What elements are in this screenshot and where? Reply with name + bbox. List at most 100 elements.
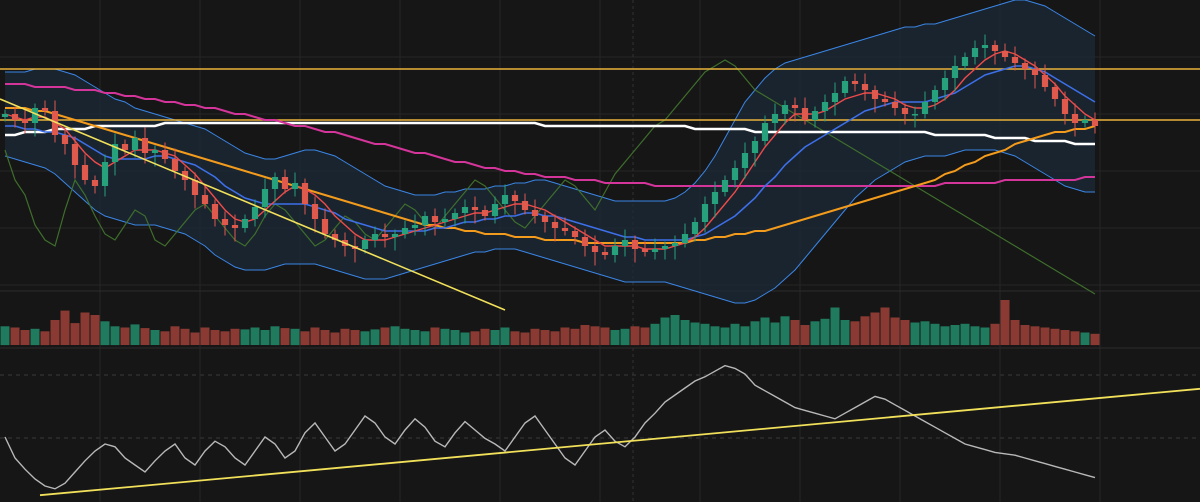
volume-bar [920, 321, 930, 346]
volume-bar [160, 331, 170, 346]
bullish-candle [291, 183, 299, 189]
volume-bar [490, 330, 500, 345]
volume-bar [660, 317, 670, 345]
bearish-candle [1061, 99, 1069, 114]
volume-bar [910, 322, 920, 345]
bearish-candle [51, 111, 59, 135]
volume-bar [80, 312, 90, 345]
bullish-candle [621, 240, 629, 246]
bullish-candle [711, 192, 719, 204]
bullish-candle [741, 153, 749, 168]
bullish-candle [781, 105, 789, 114]
descending-trendline [0, 98, 506, 311]
bullish-candle [721, 180, 729, 192]
bearish-candle [471, 207, 479, 210]
bearish-candle [91, 180, 99, 186]
volume-bar [810, 321, 820, 346]
volume-bar [650, 323, 660, 346]
volume-bar [1010, 320, 1020, 345]
volume-bar [400, 328, 410, 346]
bearish-candle [801, 108, 809, 120]
bullish-candle [841, 81, 849, 93]
volume-bar [740, 326, 750, 346]
volume-bar [360, 331, 370, 346]
bearish-candle [791, 105, 799, 108]
volume-bar [20, 330, 30, 345]
blue-moving-average-line [5, 65, 1096, 241]
bullish-candle [821, 102, 829, 111]
bollinger-fill-area [5, 0, 1095, 303]
bearish-candle [891, 102, 899, 108]
bearish-candle [1071, 114, 1079, 123]
candlesticks [1, 34, 1099, 266]
bearish-candle [871, 90, 879, 99]
volume-bar [510, 331, 520, 346]
volume-bar [140, 328, 150, 345]
bearish-candle [121, 144, 129, 150]
bearish-candle [11, 114, 19, 120]
bullish-candle [971, 48, 979, 57]
volume-bar [50, 320, 60, 345]
bearish-candle [221, 219, 229, 225]
red-moving-average-line [4, 50, 1096, 250]
volume-bar [570, 328, 580, 346]
volume-bar [1080, 332, 1090, 345]
bullish-candle [131, 138, 139, 150]
bearish-candle [581, 237, 589, 246]
horizontal-levels [0, 68, 1200, 121]
volume-bar [10, 327, 20, 345]
bullish-candle [831, 93, 839, 102]
bearish-candle [641, 249, 649, 252]
volume-bar [300, 331, 310, 346]
bollinger-band-fill [5, 0, 1095, 303]
bullish-candle [771, 114, 779, 123]
bearish-candle [21, 120, 29, 123]
bullish-candle [691, 222, 699, 234]
volume-bar [320, 330, 330, 345]
volume-bar [890, 317, 900, 345]
bearish-candle [381, 234, 389, 237]
volume-bar [480, 328, 490, 346]
volume-bar [930, 323, 940, 346]
volume-bar [550, 331, 560, 346]
volume-bar [180, 328, 190, 346]
bearish-candle [431, 216, 439, 222]
volume-bar [610, 330, 620, 345]
bullish-candle [1, 114, 9, 117]
volume-bar [240, 329, 250, 345]
volume-bar [250, 327, 260, 345]
bullish-candle [391, 234, 399, 237]
volume-bar [750, 321, 760, 346]
bullish-candle [251, 207, 259, 219]
volume-bar [800, 325, 810, 345]
bearish-candle [1011, 57, 1019, 63]
volume-bar [980, 327, 990, 345]
volume-bar [900, 320, 910, 345]
volume-bar [700, 323, 710, 346]
volume-bar [1020, 325, 1030, 345]
bullish-candle [31, 108, 39, 123]
bearish-candle [71, 144, 79, 165]
oscillator-trendline [39, 387, 1200, 497]
bullish-candle [241, 219, 249, 228]
volume-bar [290, 328, 300, 346]
volume-bar [1000, 300, 1010, 345]
bearish-candle [631, 240, 639, 249]
volume-bars [0, 300, 1100, 346]
volume-bar [520, 332, 530, 345]
bearish-candle [991, 45, 999, 51]
volume-bar [150, 330, 160, 345]
bearish-candle [161, 150, 169, 159]
bearish-candle [191, 180, 199, 195]
volume-bar [40, 331, 50, 346]
bearish-candle [1001, 51, 1009, 57]
volume-bar [500, 327, 510, 345]
bearish-candle [81, 165, 89, 180]
volume-bar [560, 327, 570, 345]
bearish-candle [861, 84, 869, 90]
volume-bar [770, 322, 780, 345]
bullish-candle [911, 114, 919, 116]
bearish-candle [321, 219, 329, 234]
volume-bar [170, 326, 180, 346]
